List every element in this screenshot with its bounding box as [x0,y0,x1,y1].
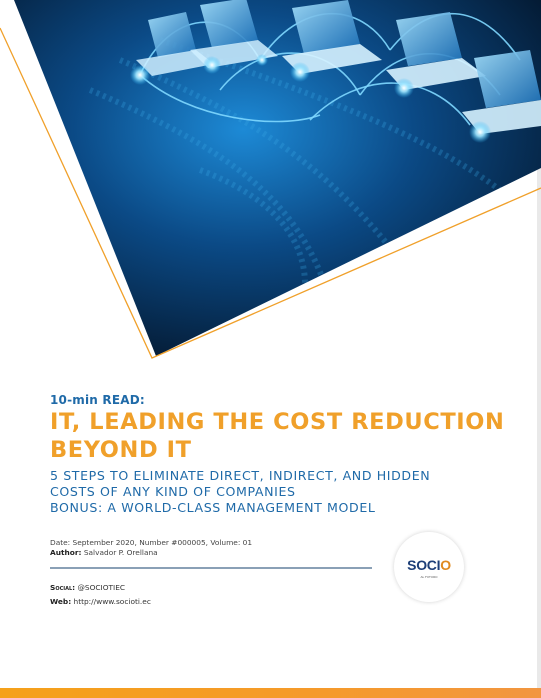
contact-block: Social: @SOCIOTIEC Web: http://www.socio… [50,581,151,609]
web-link[interactable]: http://www.socioti.ec [73,597,151,606]
socio-logo: SOCIO AL FUTURO [394,532,464,602]
date-line: Date: September 2020, Number #000005, Vo… [50,538,253,547]
logo-part: I [436,557,441,573]
subtitle-line: BONUS: A WORLD-CLASS MANAGEMENT MODEL [50,500,376,515]
logo-wordmark: SOCIO [394,557,464,573]
kicker-label: 10-min READ: [50,393,145,407]
page-edge [537,0,541,698]
author-line: Author: Salvador P. Orellana [50,548,252,558]
logo-part-o: O [440,557,451,573]
bottom-accent-bar [0,688,541,698]
document-meta: Date: September 2020, Number #000005, Vo… [50,538,252,558]
document-subtitle: 5 STEPS TO ELIMINATE DIRECT, INDIRECT, A… [50,468,520,516]
hero-image [0,0,541,359]
social-handle[interactable]: @SOCIOTIEC [77,583,126,592]
subtitle-line: COSTS OF ANY KIND OF COMPANIES [50,484,296,499]
logo-tagline: AL FUTURO [420,575,438,579]
logo-part: SOC [407,557,437,573]
author-label: Author: [50,548,82,557]
social-line: Social: @SOCIOTIEC [50,581,151,595]
web-label: Web: [50,597,72,606]
social-label: Social: [50,583,76,592]
document-title: IT, LEADING THE COST REDUCTION BEYOND IT [50,409,505,463]
divider [50,567,372,569]
author-name: Salvador P. Orellana [83,548,158,557]
subtitle-line: 5 STEPS TO ELIMINATE DIRECT, INDIRECT, A… [50,468,431,483]
laptop-icon [136,12,214,76]
web-line: Web: http://www.socioti.ec [50,595,151,609]
